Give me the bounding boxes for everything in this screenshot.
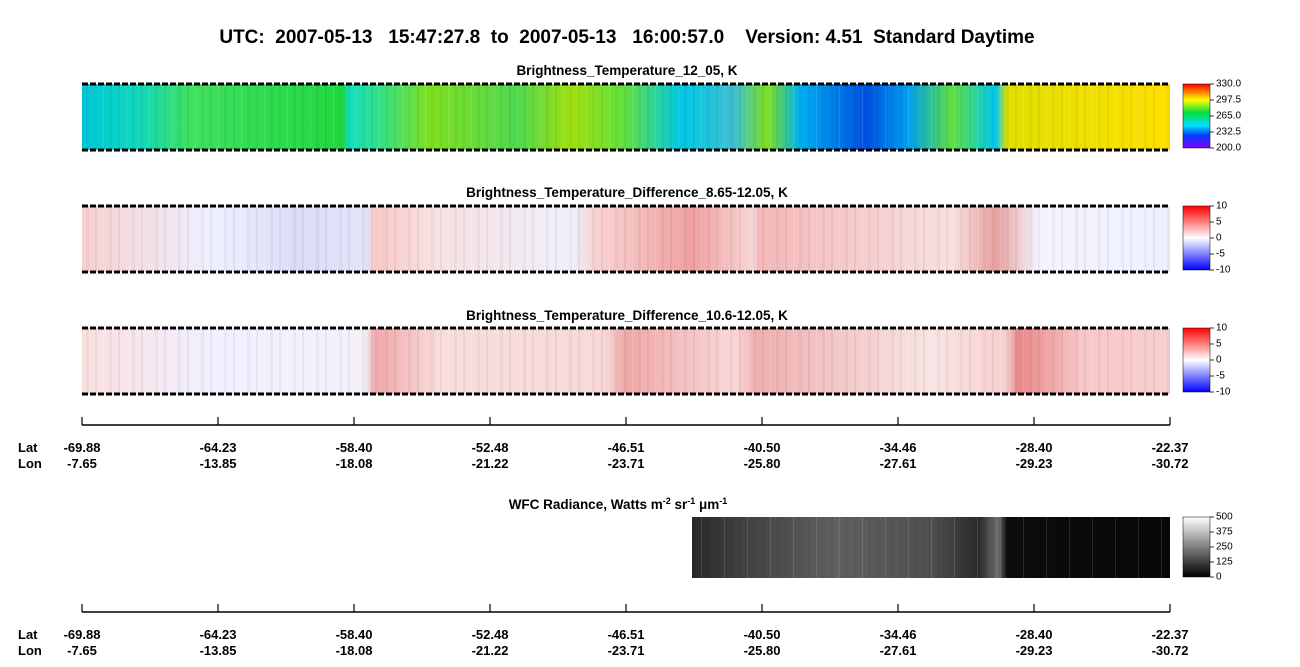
- panel-title: Brightness_Temperature_Difference_10.6-1…: [466, 308, 788, 323]
- lon-value: -29.23: [1016, 643, 1053, 658]
- page-title: UTC: 2007-05-13 15:47:27.8 to 2007-05-13…: [219, 27, 1034, 48]
- lon-value: -25.80: [744, 643, 781, 658]
- panel-title: WFC Radiance, Watts m-2 sr-1 μm-1: [509, 496, 728, 512]
- title-part: -1: [719, 496, 727, 506]
- lat-label: Lat: [18, 627, 38, 642]
- lat-value: -64.23: [200, 440, 237, 455]
- lat-value: -58.40: [336, 627, 373, 642]
- colorbar-label: -10: [1216, 387, 1231, 398]
- colorbar-label: 5: [1216, 217, 1222, 228]
- title-part: -1: [687, 496, 695, 506]
- colorbar: [1182, 516, 1211, 578]
- colorbar-label: 330.0: [1216, 79, 1241, 90]
- lon-value: -7.65: [67, 643, 97, 658]
- colorbar-label: 125: [1216, 557, 1233, 568]
- lat-value: -52.48: [472, 627, 509, 642]
- colorbar-label: -5: [1216, 249, 1225, 260]
- colorbar-label: 232.5: [1216, 127, 1241, 138]
- lat-value: -46.51: [608, 440, 645, 455]
- lon-value: -13.85: [200, 456, 237, 471]
- title-part: WFC Radiance, Watts m: [509, 497, 663, 512]
- lat-value: -40.50: [744, 440, 781, 455]
- lat-value: -28.40: [1016, 627, 1053, 642]
- colorbar-label: 0: [1216, 572, 1222, 583]
- lon-value: -23.71: [608, 643, 645, 658]
- lon-label: Lon: [18, 456, 42, 471]
- lat-value: -52.48: [472, 440, 509, 455]
- colorbar-label: 375: [1216, 527, 1233, 538]
- lon-value: -7.65: [67, 456, 97, 471]
- colorbar: [1182, 205, 1211, 271]
- lat-value: -64.23: [200, 627, 237, 642]
- title-part: sr: [671, 497, 688, 512]
- lon-value: -27.61: [880, 456, 917, 471]
- colorbar-label: 10: [1216, 323, 1228, 334]
- lat-label: Lat: [18, 440, 38, 455]
- lon-label: Lon: [18, 643, 42, 658]
- colorbar-label: 5: [1216, 339, 1222, 350]
- colorbar-label: 10: [1216, 201, 1228, 212]
- lon-value: -23.71: [608, 456, 645, 471]
- swath-borders: [82, 82, 1170, 396]
- title-part: μm: [695, 497, 719, 512]
- lat-value: -40.50: [744, 627, 781, 642]
- lon-value: -30.72: [1152, 456, 1189, 471]
- colorbar-label: 0: [1216, 355, 1222, 366]
- colorbar-label: 265.0: [1216, 111, 1241, 122]
- lat-value: -58.40: [336, 440, 373, 455]
- colorbar-label: 500: [1216, 512, 1233, 523]
- lat-value: -34.46: [880, 440, 917, 455]
- colorbar-label: -10: [1216, 265, 1231, 276]
- lon-value: -21.22: [472, 456, 509, 471]
- panel-title: Brightness_Temperature_Difference_8.65-1…: [466, 185, 788, 200]
- lat-value: -28.40: [1016, 440, 1053, 455]
- lat-value: -22.37: [1152, 627, 1189, 642]
- lon-value: -27.61: [880, 643, 917, 658]
- lat-value: -69.88: [64, 627, 101, 642]
- lon-value: -25.80: [744, 456, 781, 471]
- colorbar-label: 297.5: [1216, 95, 1241, 106]
- lon-value: -30.72: [1152, 643, 1189, 658]
- colorbar-label: 250: [1216, 542, 1233, 553]
- lon-value: -21.22: [472, 643, 509, 658]
- lat-value: -46.51: [608, 627, 645, 642]
- lon-value: -18.08: [336, 643, 373, 658]
- lat-value: -34.46: [880, 627, 917, 642]
- colorbar: [1182, 327, 1211, 393]
- colorbar: [1182, 83, 1211, 149]
- lon-value: -13.85: [200, 643, 237, 658]
- colorbar-label: -5: [1216, 371, 1225, 382]
- lon-value: -29.23: [1016, 456, 1053, 471]
- texture: [82, 84, 1170, 578]
- panel-title: Brightness_Temperature_12_05, K: [516, 63, 737, 78]
- colorbar-label: 200.0: [1216, 143, 1241, 154]
- lat-value: -22.37: [1152, 440, 1189, 455]
- colorbar-label: 0: [1216, 233, 1222, 244]
- lon-value: -18.08: [336, 456, 373, 471]
- title-part: -2: [663, 496, 671, 506]
- lat-value: -69.88: [64, 440, 101, 455]
